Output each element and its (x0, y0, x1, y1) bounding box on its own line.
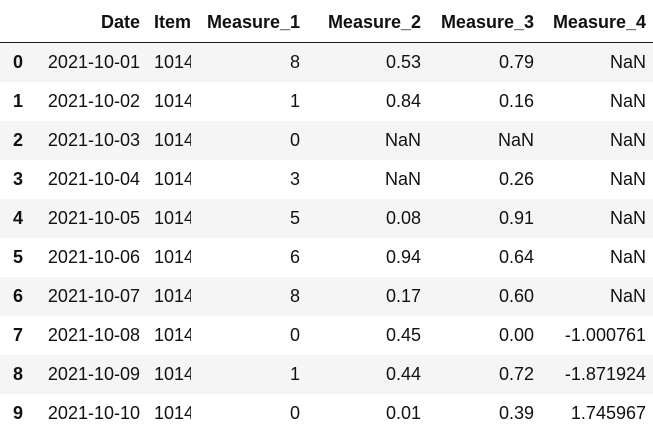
cell-measure-1: 5 (289, 208, 300, 228)
table-row: 0 2021-10-01 1014 8 0.53 0.79 NaN (0, 42, 653, 82)
cell-measure-3: 0.00 (498, 325, 534, 345)
table-row: 6 2021-10-07 1014 8 0.17 0.60 NaN (0, 277, 653, 316)
row-index: 1 (12, 91, 23, 111)
cell-measure-2: NaN (384, 169, 421, 189)
table-row: 1 2021-10-02 1014 1 0.84 0.16 NaN (0, 82, 653, 121)
cell-measure-1: 1 (289, 364, 300, 384)
cell-measure-4: NaN (609, 208, 646, 228)
cell-measure-4: -1.871924 (564, 364, 646, 384)
cell-item: 1014 (154, 325, 191, 345)
table-row: 3 2021-10-04 1014 3 NaN 0.26 NaN (0, 160, 653, 199)
column-header-measure-1: Measure_1 (191, 0, 307, 43)
cell-measure-1: 3 (289, 169, 300, 189)
cell-measure-2: 0.44 (385, 364, 421, 384)
column-header-measure-4: Measure_4 (541, 0, 653, 43)
cell-measure-4: NaN (609, 130, 646, 150)
cell-measure-1: 0 (289, 403, 300, 423)
cell-date: 2021-10-01 (47, 52, 140, 72)
row-index: 6 (12, 286, 23, 306)
cell-item: 1014 (154, 169, 191, 189)
cell-measure-1: 1 (289, 91, 300, 111)
cell-item: 1014 (154, 91, 191, 111)
cell-measure-3: 0.39 (498, 403, 534, 423)
cell-measure-4: NaN (609, 286, 646, 306)
cell-item: 1014 (154, 403, 191, 423)
cell-date: 2021-10-08 (47, 325, 140, 345)
cell-measure-3: 0.91 (498, 208, 534, 228)
cell-measure-4: 1.745967 (570, 403, 646, 423)
cell-measure-2: 0.53 (385, 52, 421, 72)
cell-measure-2: 0.17 (385, 286, 421, 306)
table-header: Date Item Measure_1 Measure_2 Measure_3 … (0, 0, 653, 43)
column-header-item: Item (147, 0, 191, 43)
cell-measure-1: 0 (289, 130, 300, 150)
cell-measure-1: 8 (289, 52, 300, 72)
row-index: 4 (12, 208, 23, 228)
cell-date: 2021-10-05 (47, 208, 140, 228)
cell-date: 2021-10-06 (47, 247, 140, 267)
row-index: 7 (12, 325, 23, 345)
cell-measure-2: 0.94 (385, 247, 421, 267)
table-body: 0 2021-10-01 1014 8 0.53 0.79 NaN 1 2021… (0, 42, 653, 433)
cell-measure-1: 6 (289, 247, 300, 267)
row-index: 5 (12, 247, 23, 267)
table-row: 9 2021-10-10 1014 0 0.01 0.39 1.745967 (0, 394, 653, 433)
cell-measure-4: NaN (609, 247, 646, 267)
cell-item: 1014 (154, 286, 191, 306)
row-index: 8 (12, 364, 23, 384)
table-row: 8 2021-10-09 1014 1 0.44 0.72 -1.871924 (0, 355, 653, 394)
cell-date: 2021-10-10 (47, 403, 140, 423)
cell-item: 1014 (154, 247, 191, 267)
cell-item: 1014 (154, 364, 191, 384)
cell-date: 2021-10-09 (47, 364, 140, 384)
cell-measure-4: NaN (609, 91, 646, 111)
row-index: 0 (12, 52, 23, 72)
header-row: Date Item Measure_1 Measure_2 Measure_3 … (0, 0, 653, 43)
cell-item: 1014 (154, 130, 191, 150)
cell-measure-2: 0.84 (385, 91, 421, 111)
column-header-measure-2: Measure_2 (307, 0, 428, 43)
cell-date: 2021-10-03 (47, 130, 140, 150)
cell-measure-3: 0.26 (498, 169, 534, 189)
row-index: 9 (12, 403, 23, 423)
table-row: 7 2021-10-08 1014 0 0.45 0.00 -1.000761 (0, 316, 653, 355)
cell-measure-3: 0.16 (498, 91, 534, 111)
cell-measure-3: 0.60 (498, 286, 534, 306)
cell-measure-2: 0.01 (385, 403, 421, 423)
cell-measure-3: 0.72 (498, 364, 534, 384)
cell-date: 2021-10-04 (47, 169, 140, 189)
cell-measure-1: 0 (289, 325, 300, 345)
cell-date: 2021-10-07 (47, 286, 140, 306)
cell-measure-3: 0.79 (498, 52, 534, 72)
cell-measure-4: NaN (609, 52, 646, 72)
cell-measure-2: 0.45 (385, 325, 421, 345)
cell-measure-4: -1.000761 (564, 325, 646, 345)
cell-item: 1014 (154, 208, 191, 228)
cell-measure-1: 8 (289, 286, 300, 306)
cell-item: 1014 (154, 52, 191, 72)
cell-measure-2: 0.08 (385, 208, 421, 228)
cell-measure-4: NaN (609, 169, 646, 189)
cell-measure-3: NaN (497, 130, 534, 150)
index-column-header (0, 0, 30, 43)
table-row: 5 2021-10-06 1014 6 0.94 0.64 NaN (0, 238, 653, 277)
row-index: 3 (12, 169, 23, 189)
column-header-measure-3: Measure_3 (428, 0, 541, 43)
table-row: 4 2021-10-05 1014 5 0.08 0.91 NaN (0, 199, 653, 238)
column-header-date: Date (30, 0, 147, 43)
cell-measure-2: NaN (384, 130, 421, 150)
row-index: 2 (12, 130, 23, 150)
cell-measure-3: 0.64 (498, 247, 534, 267)
table-row: 2 2021-10-03 1014 0 NaN NaN NaN (0, 121, 653, 160)
cell-date: 2021-10-02 (47, 91, 140, 111)
